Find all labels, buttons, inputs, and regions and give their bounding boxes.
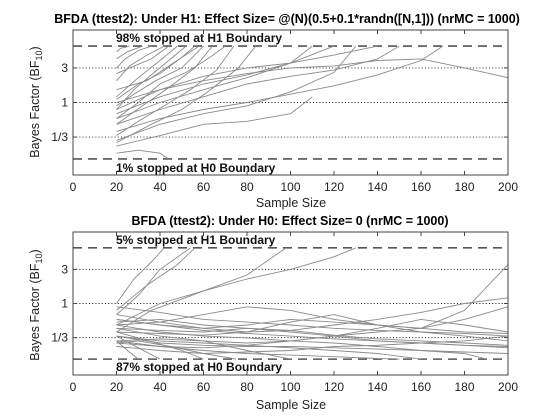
- bf-trace: [116, 45, 378, 110]
- bf-trace: [116, 247, 287, 333]
- bf-trace: [116, 45, 204, 107]
- x-tick-label: 40: [153, 380, 167, 394]
- bf-trace: [116, 96, 313, 147]
- bf-trace: [116, 297, 509, 333]
- bf-trace: [116, 314, 509, 342]
- bf-trace: [116, 247, 191, 315]
- bf-trace: [116, 247, 356, 326]
- y-tick-labels: 3 1 1/3: [51, 61, 68, 144]
- y-tick-label: 3: [61, 262, 68, 276]
- bf-trace: [116, 45, 226, 119]
- y-tick-labels: 3 1 1/3: [51, 262, 68, 344]
- upper-annotation: 5% stopped at H1 Boundary: [116, 233, 276, 247]
- x-tick-label: 60: [197, 180, 211, 194]
- bf-trace: [116, 247, 196, 311]
- x-tick-label: 160: [411, 180, 431, 194]
- x-tick-label: 200: [498, 380, 518, 394]
- bf-trace: [116, 45, 143, 60]
- x-tick-label: 80: [240, 380, 254, 394]
- bf-trace: [116, 45, 335, 115]
- bf-trace: [116, 335, 509, 354]
- bf-trace: [116, 335, 161, 360]
- bf-trace: [116, 45, 169, 75]
- x-tick-label: 40: [153, 180, 167, 194]
- bf-trace: [116, 45, 313, 120]
- x-tick-label: 180: [454, 380, 474, 394]
- bf-trace: [116, 45, 357, 141]
- bf-trace: [116, 149, 169, 160]
- chart-title: BFDA (ttest2): Under H0: Effect Size= 0 …: [132, 214, 449, 228]
- x-tick-label: 80: [240, 180, 254, 194]
- plot-area: [72, 231, 509, 376]
- y-tick-label: 1: [61, 96, 68, 110]
- x-tick-label: 60: [197, 380, 211, 394]
- upper-annotation: 98% stopped at H1 Boundary: [116, 31, 282, 45]
- bf-trace: [116, 45, 187, 110]
- bf-trace: [116, 340, 139, 360]
- bf-trace: [116, 306, 509, 329]
- bf-trace: [116, 45, 444, 132]
- bf-trace: [116, 45, 235, 136]
- bf-trace: [116, 45, 200, 91]
- bf-trace: [116, 318, 509, 349]
- x-tick-labels: 0 20 40 60 80 100 120 140 160 180 200: [70, 380, 519, 394]
- bf-trace: [116, 45, 130, 53]
- x-tick-label: 140: [367, 180, 387, 194]
- x-tick-label: 0: [70, 380, 77, 394]
- bf-trace: [116, 335, 509, 354]
- x-tick-label: 200: [498, 180, 518, 194]
- x-axis-label: Sample Size: [256, 398, 326, 412]
- x-tick-labels: 0 20 40 60 80 100 120 140 160 180 200: [70, 180, 519, 194]
- x-tick-label: 120: [324, 180, 344, 194]
- x-tick-label: 140: [367, 380, 387, 394]
- bf-trace: [116, 45, 257, 143]
- axes-box: [72, 231, 509, 376]
- chart-title: BFDA (ttest2): Under H1: Effect Size= @(…: [54, 12, 520, 26]
- lower-annotation: 87% stopped at H0 Boundary: [116, 360, 282, 374]
- bf-trace: [116, 324, 487, 360]
- y-tick-label: 1/3: [51, 331, 68, 345]
- y-axis-label: Bayes Factor (BF10): [28, 249, 44, 360]
- plot-area: [72, 29, 509, 176]
- x-tick-label: 20: [110, 180, 124, 194]
- bf-trace: [116, 45, 400, 125]
- bf-trace: [116, 264, 509, 349]
- x-tick-label: 0: [70, 180, 77, 194]
- x-tick-label: 180: [454, 180, 474, 194]
- y-tick-label: 1: [61, 297, 68, 311]
- x-tick-label: 160: [411, 380, 431, 394]
- y-axis-label: Bayes Factor (BF10): [28, 46, 44, 157]
- y-tick-label: 1/3: [51, 130, 68, 144]
- bf-trace: [116, 342, 400, 360]
- lower-annotation: 1% stopped at H0 Boundary: [116, 161, 276, 175]
- bf-trace: [116, 45, 152, 69]
- bf-trace: [116, 318, 509, 334]
- x-tick-label: 100: [280, 180, 300, 194]
- x-tick-label: 20: [110, 380, 124, 394]
- chart-top: BFDA (ttest2): Under H1: Effect Size= @(…: [28, 12, 520, 210]
- bf-trace: [116, 306, 509, 337]
- chart-bottom: BFDA (ttest2): Under H0: Effect Size= 0 …: [28, 214, 518, 412]
- bf-trace: [116, 45, 165, 81]
- y-tick-label: 3: [61, 61, 68, 75]
- bf-trace: [116, 45, 196, 100]
- bf-trace: [116, 58, 509, 103]
- x-tick-label: 100: [280, 380, 300, 394]
- bf-trace: [116, 45, 178, 98]
- x-axis-label: Sample Size: [256, 196, 326, 210]
- x-tick-label: 120: [324, 380, 344, 394]
- bf-trace: [116, 247, 165, 304]
